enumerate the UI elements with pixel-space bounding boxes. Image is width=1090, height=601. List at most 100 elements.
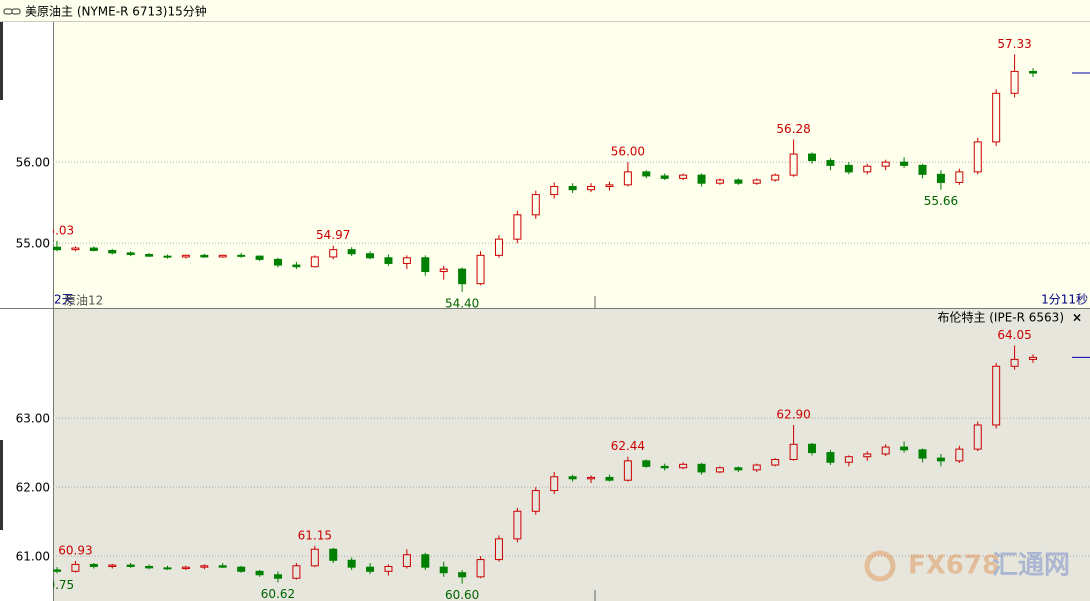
candle-body bbox=[329, 548, 338, 561]
candle-body bbox=[752, 464, 761, 471]
candle-body bbox=[715, 467, 724, 473]
candle-body bbox=[439, 566, 448, 574]
candle-body bbox=[623, 171, 632, 186]
title-bar bbox=[0, 0, 1090, 22]
candle-body bbox=[292, 264, 301, 268]
candle-body bbox=[826, 160, 835, 166]
candle-body bbox=[476, 254, 485, 285]
candle-body bbox=[771, 174, 780, 181]
watermark-brand: FX678 bbox=[908, 551, 1000, 581]
candle-body bbox=[771, 458, 780, 466]
candle-body bbox=[992, 365, 1001, 426]
price-annotation: 64.05 bbox=[997, 328, 1031, 342]
candle-body bbox=[955, 448, 964, 462]
candle-body bbox=[200, 565, 209, 568]
candle-body bbox=[918, 164, 927, 175]
candle-body bbox=[863, 453, 872, 458]
candle-body bbox=[126, 252, 135, 256]
candle-body bbox=[844, 164, 853, 173]
candle-body bbox=[347, 559, 356, 568]
candle-body bbox=[347, 249, 356, 255]
price-annotation: 55.66 bbox=[924, 194, 958, 208]
candle-body bbox=[494, 538, 503, 561]
price-annotation: 57.33 bbox=[997, 37, 1031, 51]
candle-body bbox=[900, 446, 909, 451]
candle-body bbox=[697, 463, 706, 473]
candle-body bbox=[200, 254, 209, 258]
close-button[interactable]: × bbox=[1072, 311, 1082, 325]
candle-body bbox=[863, 165, 872, 173]
candle-body bbox=[402, 554, 411, 567]
candle-body bbox=[218, 565, 227, 568]
candle-body bbox=[513, 214, 522, 240]
candle-body bbox=[237, 566, 246, 572]
candle-body bbox=[476, 559, 485, 578]
candle-body bbox=[421, 257, 430, 273]
candle-body bbox=[679, 463, 688, 469]
candle-body bbox=[273, 258, 282, 266]
candle-body bbox=[752, 179, 761, 184]
candle-body bbox=[844, 456, 853, 463]
price-annotation: 55.03 bbox=[40, 223, 74, 237]
candle-body bbox=[660, 175, 669, 179]
candle-body bbox=[89, 563, 98, 567]
candle-body bbox=[53, 246, 61, 251]
candle-body bbox=[292, 565, 301, 579]
panel-top bbox=[0, 22, 1090, 309]
candle-body bbox=[605, 184, 614, 187]
candle-body bbox=[587, 476, 596, 480]
candle-body bbox=[218, 254, 227, 258]
panel-bottom bbox=[0, 309, 1090, 601]
price-annotation: 56.00 bbox=[611, 145, 645, 159]
candle-body bbox=[568, 185, 577, 191]
candle-body bbox=[531, 490, 540, 512]
candle-body bbox=[660, 465, 669, 469]
candle-body bbox=[568, 476, 577, 480]
candle-body bbox=[973, 424, 982, 450]
price-annotation: 62.90 bbox=[776, 407, 810, 421]
candle-body bbox=[531, 194, 540, 216]
candle-body bbox=[402, 257, 411, 264]
candle-body bbox=[439, 268, 448, 273]
candle-body bbox=[458, 572, 467, 578]
candle-body bbox=[955, 171, 964, 183]
candle-body bbox=[973, 141, 982, 173]
candle-body bbox=[255, 255, 264, 260]
period-label: 2天 bbox=[54, 293, 74, 307]
y-tick-label: 63.00 bbox=[16, 412, 50, 426]
price-annotation: 54.40 bbox=[445, 296, 479, 310]
candle-body bbox=[145, 565, 154, 569]
candle-body bbox=[808, 443, 817, 454]
candle-body bbox=[642, 171, 651, 177]
price-annotation: 60.75 bbox=[40, 578, 74, 592]
candle-body bbox=[1029, 356, 1037, 360]
candle-body bbox=[366, 253, 375, 259]
candle-body bbox=[421, 554, 430, 568]
candle-body bbox=[623, 460, 632, 481]
candle-body bbox=[329, 249, 338, 258]
candle-body bbox=[384, 565, 393, 572]
candle-body bbox=[1029, 70, 1037, 74]
contract-label: 原油12 bbox=[64, 294, 103, 308]
candle-body bbox=[366, 566, 375, 572]
candle-body bbox=[89, 247, 98, 251]
candle-body bbox=[1010, 70, 1019, 94]
price-annotation: 56.28 bbox=[776, 122, 810, 136]
candle-body bbox=[789, 153, 798, 176]
price-annotation: 54.97 bbox=[316, 228, 350, 242]
candle-body bbox=[237, 254, 246, 257]
candle-body bbox=[992, 92, 1001, 143]
candle-body bbox=[181, 566, 190, 570]
candle-body bbox=[163, 567, 172, 570]
candle-body bbox=[936, 457, 945, 462]
watermark: FX678 汇通网 bbox=[864, 550, 1070, 582]
candle-body bbox=[53, 569, 61, 572]
price-annotation: 62.44 bbox=[611, 439, 645, 453]
candle-body bbox=[71, 563, 80, 572]
chart-title: 美原油主 (NYME-R 6713)15分钟 bbox=[25, 4, 207, 19]
candle-body bbox=[936, 173, 945, 183]
chart-title: 布伦特主 (IPE-R 6563) bbox=[937, 310, 1064, 325]
y-tick-label: 61.00 bbox=[16, 550, 50, 564]
candle-body bbox=[513, 510, 522, 540]
